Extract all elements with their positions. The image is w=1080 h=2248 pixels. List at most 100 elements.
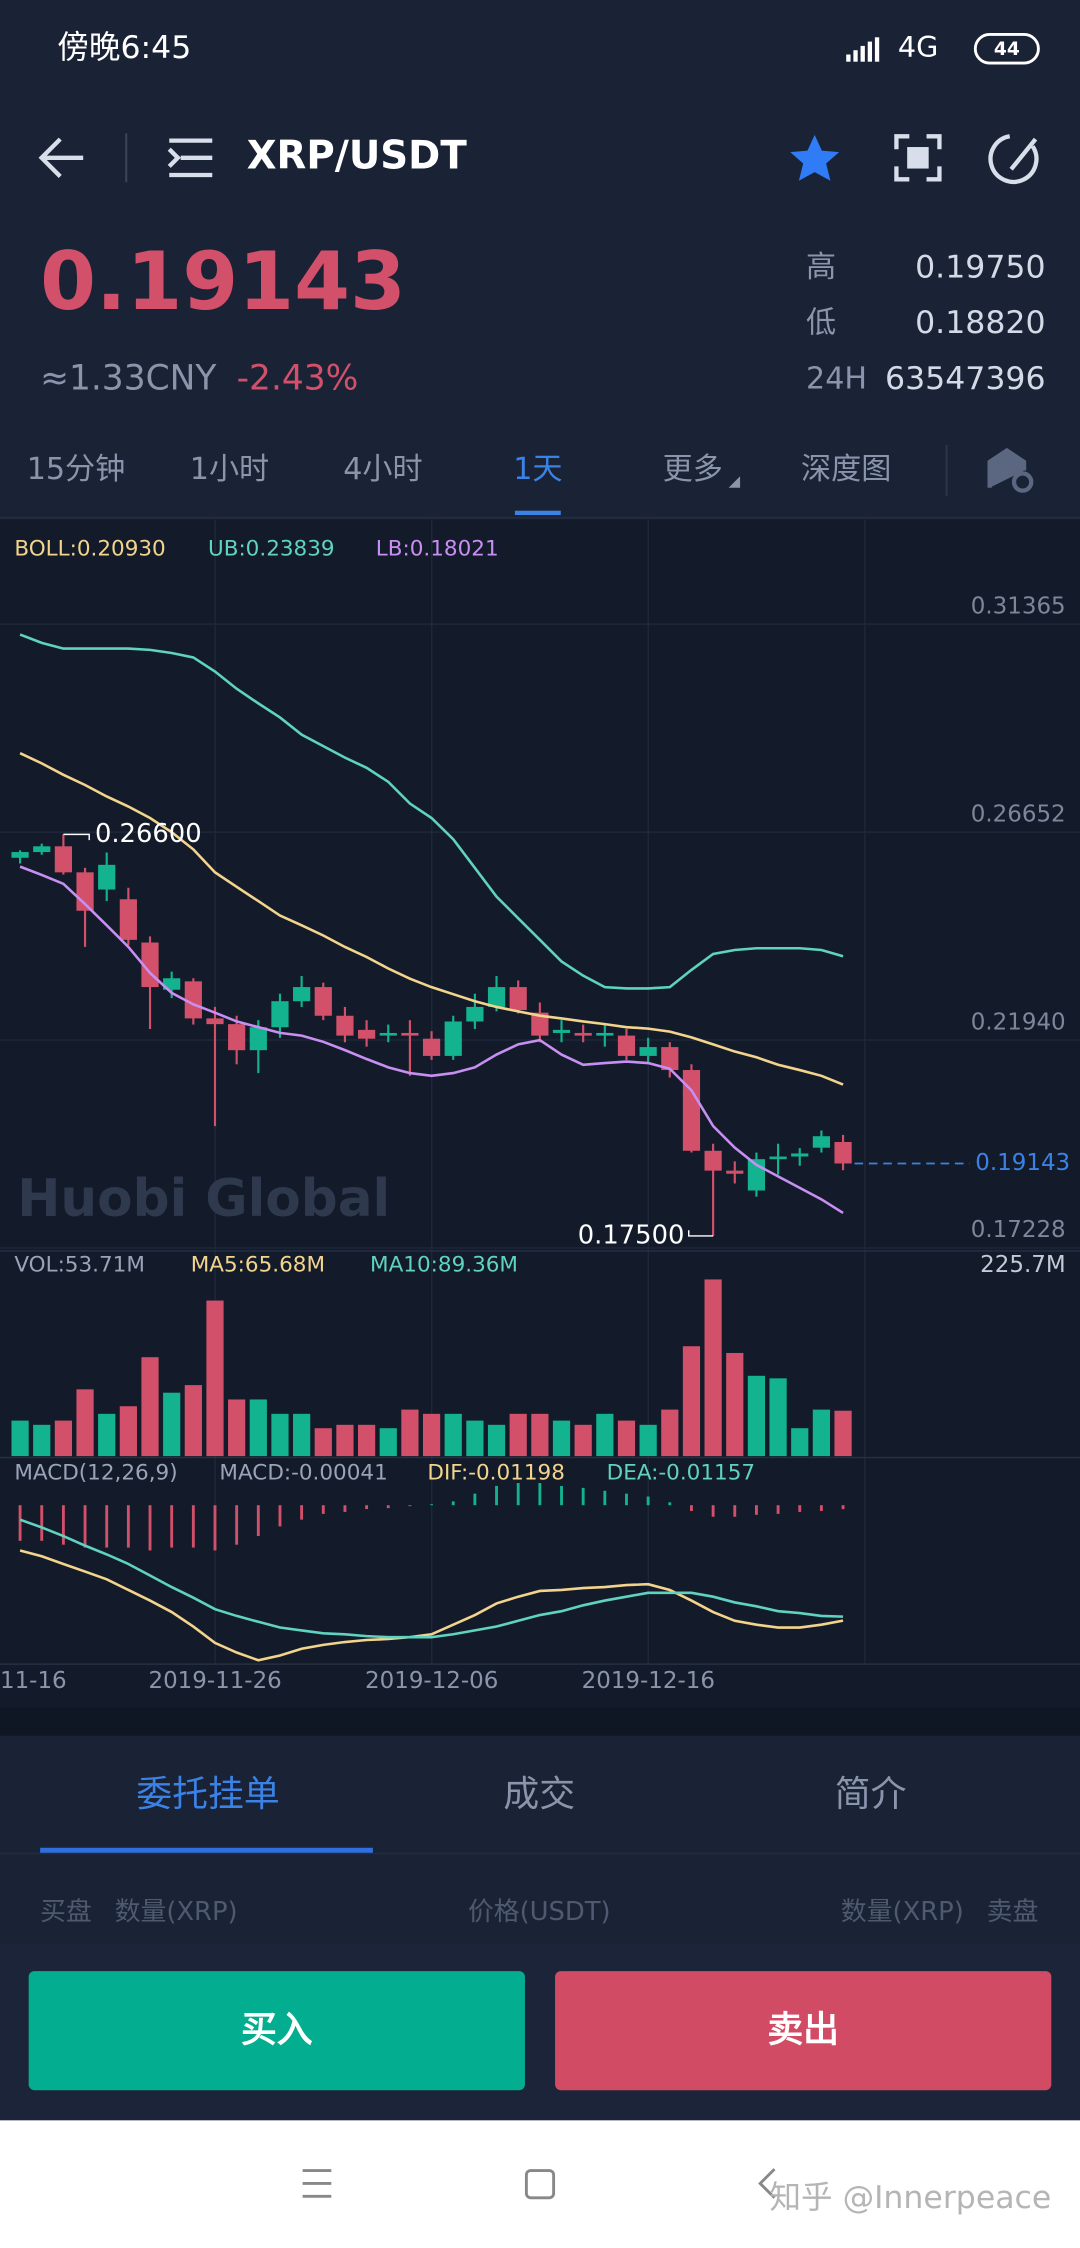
volume-bar (704, 1279, 722, 1457)
candle-body (791, 1153, 809, 1157)
volume-bar (163, 1392, 181, 1457)
volume-bar (661, 1409, 679, 1457)
cny-price: ≈1.33CNY (40, 359, 217, 399)
volume-bar (726, 1352, 744, 1457)
volume-bar (119, 1406, 137, 1457)
nav-bar (0, 2120, 1080, 2248)
sell-button[interactable] (555, 1971, 1052, 2091)
candle-body (617, 1035, 636, 1056)
scan-button[interactable] (894, 134, 942, 182)
column-header: 卖盘 (987, 1897, 1039, 1927)
volume-bar (444, 1413, 462, 1457)
candle-body (812, 1136, 831, 1148)
chart-bg (0, 519, 1080, 1708)
boll-line (19, 633, 844, 990)
candle-body (379, 1032, 397, 1036)
interval-tab: 15分钟 (27, 452, 126, 487)
interval-tab: 深度图 (801, 452, 891, 487)
candle-body (184, 981, 202, 1019)
candle-body (509, 987, 527, 1011)
nav-menu[interactable] (302, 2169, 332, 2198)
candle-body (119, 899, 137, 940)
candle-body (249, 1027, 267, 1051)
volume-bar (639, 1424, 657, 1457)
legend-entry: MACD(12,26,9) (14, 1460, 177, 1485)
signal-icon (846, 37, 880, 62)
back-button[interactable] (38, 137, 84, 178)
buy-button[interactable] (28, 1971, 525, 2091)
volume-bar (596, 1413, 614, 1457)
volume-bar (336, 1424, 354, 1457)
candle-body (422, 1038, 441, 1056)
interval-tab: 1小时 (190, 452, 269, 487)
menu-button[interactable] (167, 138, 213, 178)
candle-body (834, 1141, 852, 1164)
y-tick-label: 0.17228 (971, 1217, 1066, 1243)
candle-body (98, 864, 116, 890)
volume-bar (357, 1424, 376, 1457)
interval-tab: 4小时 (343, 452, 422, 487)
candle-body (639, 1047, 657, 1056)
settings-button[interactable] (987, 447, 1034, 493)
order-tab: 成交 (503, 1774, 575, 1815)
favorite-button[interactable] (790, 134, 840, 181)
legend-entry: DEA:-0.01157 (607, 1460, 755, 1485)
x-tick-label: 2019-12-06 (365, 1668, 498, 1694)
buy-label: 买入 (241, 2009, 313, 2050)
battery-level: 44 (994, 39, 1020, 60)
nav-home[interactable] (524, 2169, 556, 2200)
volume-bar (54, 1420, 72, 1457)
stat-label: 低 (806, 306, 836, 341)
candle-body (401, 1032, 419, 1036)
candle-body (574, 1032, 592, 1036)
chart-watermark: Huobi Global (17, 1169, 390, 1229)
interval-tab: 更多 (663, 452, 723, 487)
status-time: 傍晚6:45 (57, 30, 191, 66)
volume-bar (682, 1346, 701, 1457)
boll-line (19, 865, 844, 1215)
x-tick-label: 2019-11-26 (148, 1668, 281, 1694)
candle-body (206, 1018, 224, 1025)
active-underline (40, 1847, 373, 1854)
volume-bar (271, 1413, 289, 1457)
candle-body (293, 987, 311, 1002)
last-price: 0.19143 (40, 234, 406, 328)
volume-bar (812, 1409, 831, 1457)
kline-chart: Huobi Global 0.31365 0.26652 0.21940 0.17228… (0, 519, 1080, 1694)
last-price-label: 0.19143 (975, 1150, 1070, 1176)
stat-value: 0.19750 (915, 249, 1045, 285)
y-tick-label: 225.7M (980, 1252, 1065, 1278)
refresh-button[interactable] (988, 134, 1039, 184)
separator (0, 1707, 1080, 1736)
candle-body (228, 1024, 246, 1051)
volume-bar (314, 1428, 332, 1457)
macd-line (19, 1518, 844, 1639)
volume-bar (834, 1410, 852, 1457)
volume-bar (422, 1413, 441, 1457)
volume-bar (769, 1378, 787, 1457)
legend-entry: BOLL:0.20930 (14, 536, 165, 561)
interval-tabs: 15分钟 1小时 4小时 1天 更多 深度图 (27, 452, 891, 516)
more-triangle (728, 476, 741, 488)
nav-back[interactable] (758, 2168, 776, 2199)
volume-bar (574, 1424, 592, 1457)
low-marker (688, 1230, 714, 1237)
volume-bar (206, 1300, 224, 1457)
boll-line (19, 751, 844, 1086)
volume-bar (293, 1413, 311, 1457)
volume-bar (509, 1413, 527, 1457)
candle-body (726, 1170, 744, 1174)
watermark: 知乎 @Innerpeace (769, 2180, 1051, 2216)
active-underline (514, 510, 561, 516)
legend-entry: UB:0.23839 (208, 536, 335, 561)
candle-body (661, 1047, 679, 1071)
candle-body (33, 846, 51, 853)
candle-body (357, 1029, 376, 1039)
interval-tab: 1天 (513, 452, 562, 487)
battery-icon (973, 32, 1040, 65)
y-tick-label: 0.21940 (971, 1009, 1066, 1035)
candle-body (466, 1006, 484, 1022)
order-tab: 简介 (835, 1774, 907, 1815)
legend-entry: MA10:89.36M (370, 1252, 518, 1277)
candle-body (704, 1150, 722, 1171)
